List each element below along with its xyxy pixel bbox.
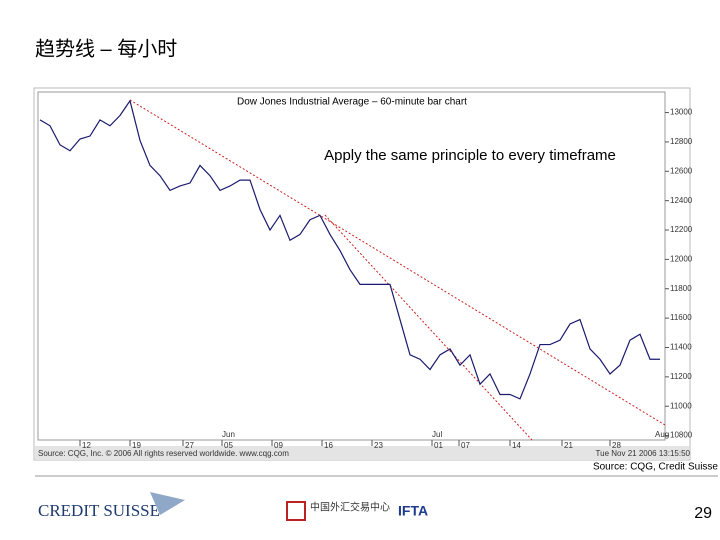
- logo-mark: [286, 501, 306, 521]
- chart-footer: Source: CQG, Inc. © 2006 All rights rese…: [38, 449, 289, 458]
- logo-cn: 中国外汇交易中心: [310, 501, 390, 514]
- y-tick-label: 11200: [670, 372, 692, 381]
- y-tick-label: 10800: [670, 431, 693, 440]
- y-tick-label: 12600: [670, 166, 693, 175]
- y-tick-label: 12400: [670, 196, 693, 205]
- x-tick-label: 14: [512, 441, 521, 450]
- month-label: Aug: [655, 430, 669, 439]
- y-tick-label: 11000: [670, 401, 692, 410]
- chart-footer-bar: [35, 446, 689, 460]
- x-tick-label: 05: [224, 441, 233, 450]
- x-tick-label: 07: [461, 441, 470, 450]
- trend-line: [324, 214, 533, 441]
- slide-title: 趋势线 – 每小时: [35, 37, 177, 60]
- chart-title: Dow Jones Industrial Average – 60-minute…: [237, 97, 467, 108]
- y-tick-label: 12200: [670, 225, 693, 234]
- y-tick-label: 11800: [670, 284, 692, 293]
- x-tick-label: 12: [82, 441, 91, 450]
- trend-line: [129, 99, 666, 426]
- logo-credit-suisse: CREDIT SUISSE: [38, 501, 160, 520]
- y-tick-label: 13000: [670, 108, 693, 117]
- plot-area: [37, 91, 666, 441]
- x-tick-label: 21: [564, 441, 573, 450]
- page-number: 29: [694, 505, 712, 522]
- price-line: [39, 99, 660, 400]
- y-tick-label: 12800: [670, 137, 693, 146]
- timestamp: Tue Nov 21 2006 13:15:50: [596, 449, 691, 458]
- x-tick-label: 27: [185, 441, 194, 450]
- month-label: Jul: [432, 430, 442, 439]
- y-tick-label: 12000: [670, 255, 693, 264]
- x-tick-label: 19: [132, 441, 141, 450]
- x-tick-label: 23: [374, 441, 383, 450]
- x-tick-label: 09: [274, 441, 283, 450]
- y-tick-label: 11600: [670, 313, 692, 322]
- source: Source: CQG, Credit Suisse: [593, 462, 718, 473]
- x-tick-label: 01: [434, 441, 443, 450]
- x-tick-label: 28: [612, 441, 621, 450]
- annotation: Apply the same principle to every timefr…: [324, 147, 616, 164]
- y-tick-label: 11400: [670, 343, 692, 352]
- x-tick-label: 16: [324, 441, 333, 450]
- logo-ifta: IFTA: [398, 503, 428, 519]
- month-label: Jun: [222, 430, 235, 439]
- logo-sails: [150, 492, 185, 515]
